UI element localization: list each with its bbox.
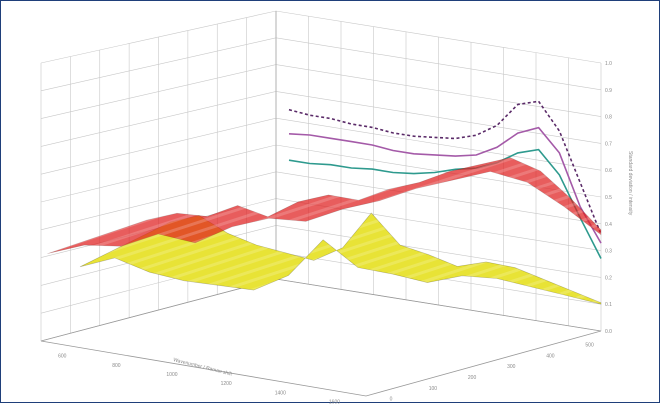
x-tick-label: 1200 xyxy=(221,381,232,387)
floor-front-edge xyxy=(40,330,602,397)
grid-line-horizontal xyxy=(40,37,602,92)
x-tick-label: 600 xyxy=(58,354,67,360)
grid-lines xyxy=(40,10,602,397)
z-tick-label: 0.0 xyxy=(605,329,612,335)
z-tick-label: 0.5 xyxy=(605,195,612,201)
z-tick-label: 0.1 xyxy=(605,302,612,308)
z-axis-label: Standard deviation / intensity xyxy=(627,151,633,216)
surfaces xyxy=(47,157,602,305)
y-tick-label: 300 xyxy=(507,364,516,370)
projection-line xyxy=(288,100,602,235)
z-tick-label: 0.8 xyxy=(605,115,612,121)
floor-back-edge xyxy=(40,278,602,342)
y-tick-label: 400 xyxy=(546,353,555,359)
x-tick-label: 1600 xyxy=(329,399,340,404)
x-tick-label: 1400 xyxy=(275,390,286,396)
surface-shading xyxy=(47,157,601,254)
grid-line-horizontal xyxy=(40,10,602,64)
z-tick-label: 0.9 xyxy=(605,88,612,94)
x-tick-label: 1000 xyxy=(166,372,177,378)
x-tick-label: 800 xyxy=(112,363,121,369)
z-tick-label: 1.0 xyxy=(605,61,612,67)
back-wall-lines xyxy=(288,100,602,259)
z-tick-label: 0.6 xyxy=(605,168,612,174)
tick-labels: 600 800 1000 1200 1400 1600 0 100 200 300 400 500 0.… xyxy=(58,61,612,404)
projection-line xyxy=(288,148,602,259)
z-tick-label: 0.3 xyxy=(605,249,612,255)
z-tick-label: 0.2 xyxy=(605,275,612,281)
y-tick-label: 200 xyxy=(468,375,477,381)
y-tick-label: 0 xyxy=(390,397,393,403)
grid-line-horizontal xyxy=(40,91,602,147)
projection-line xyxy=(288,126,602,244)
x-axis-label: Wavenumber / Raman shift xyxy=(173,357,234,378)
y-tick-label: 100 xyxy=(429,386,438,392)
z-tick-label: 0.4 xyxy=(605,222,612,228)
grid-line-horizontal xyxy=(40,64,602,119)
grid-line-horizontal xyxy=(40,278,602,342)
z-tick-label: 0.7 xyxy=(605,141,612,147)
y-tick-label: 500 xyxy=(585,342,594,348)
